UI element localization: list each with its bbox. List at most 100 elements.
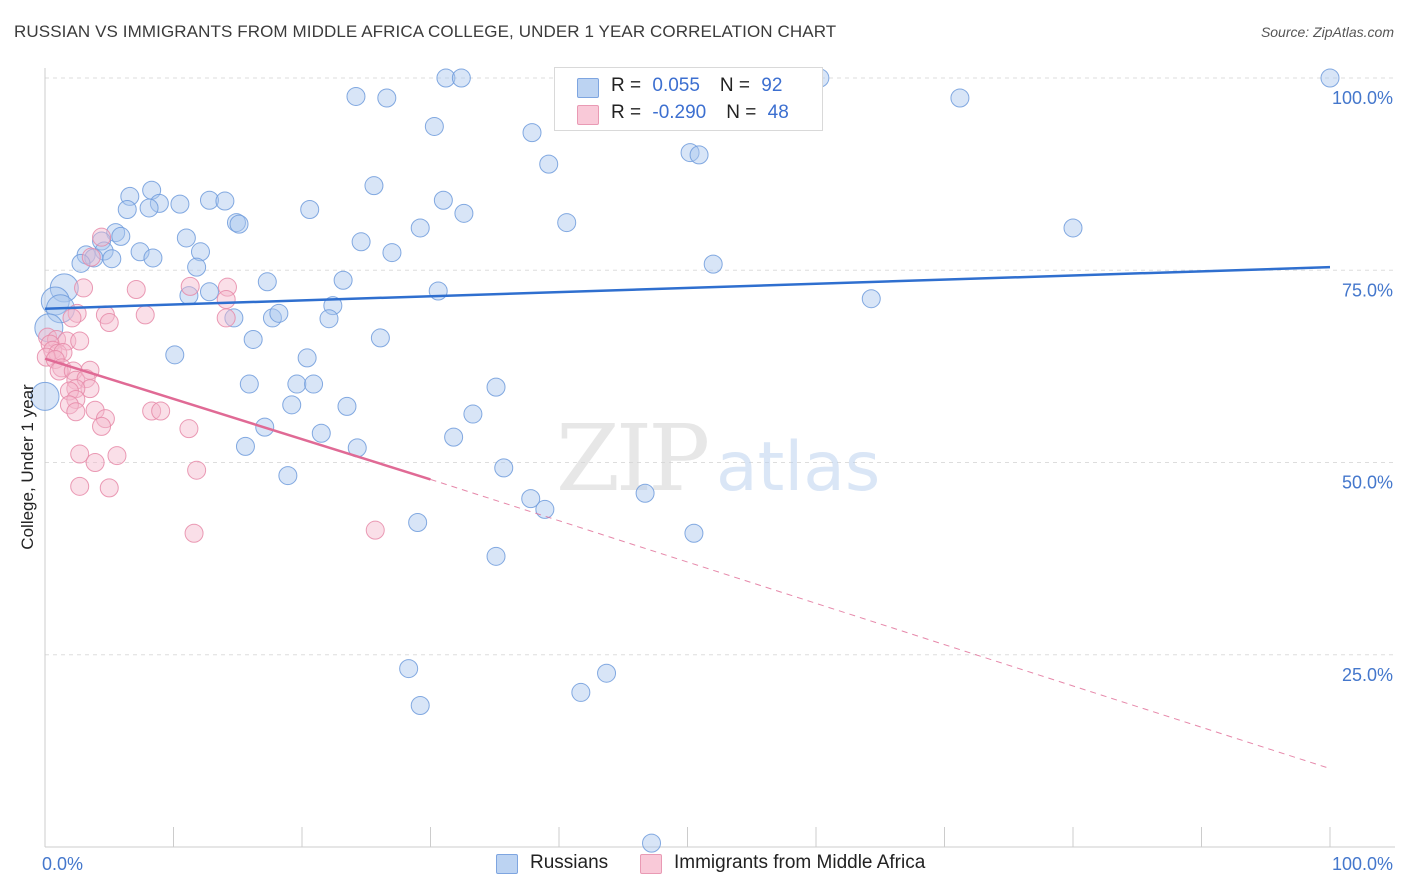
bottom-legend-label: Russians [530, 852, 609, 873]
bottom-legend-label: Immigrants from Middle Africa [674, 852, 926, 873]
data-point-russians [165, 345, 185, 365]
x-tick-label: 100.0% [1332, 854, 1393, 874]
data-point-middle-africa [70, 331, 90, 351]
data-point-russians [282, 395, 302, 415]
data-point-russians [351, 232, 371, 252]
trend-lines [44, 265, 1331, 770]
legend-swatch-pink [577, 105, 599, 125]
watermark-zip: ZIP [556, 405, 707, 512]
axes [44, 68, 1395, 848]
data-point-russians [297, 348, 317, 368]
data-point-russians [199, 190, 219, 210]
data-point-russians [377, 88, 397, 108]
data-point-russians [399, 659, 419, 679]
data-point-russians [190, 242, 210, 262]
data-point-middle-africa [92, 227, 112, 247]
data-point-middle-africa [74, 278, 94, 298]
data-point-russians [861, 289, 881, 309]
data-point-middle-africa [66, 370, 86, 390]
data-point-middle-africa [216, 289, 236, 309]
bottom-legend-swatch-blue [496, 854, 518, 874]
legend-n-label: N = [719, 75, 756, 96]
data-point-russians [319, 309, 339, 329]
data-point-middle-africa [70, 444, 90, 464]
data-point-russians [224, 308, 244, 328]
data-point-russians [71, 253, 91, 273]
data-point-russians [486, 377, 506, 397]
data-point-russians [521, 489, 541, 509]
data-point-russians [106, 223, 126, 243]
data-point-russians [130, 242, 150, 262]
data-point-russians [424, 116, 444, 136]
data-point-middle-africa [365, 520, 385, 540]
legend-r-label: R = [611, 102, 647, 123]
data-point-middle-africa [81, 247, 101, 267]
data-point-russians [1063, 218, 1083, 238]
series-middle-africa-points [36, 227, 385, 543]
data-point-russians [635, 483, 655, 503]
correlation-legend: R = 0.055 N = 92 R = -0.290 N = 48 [554, 67, 823, 131]
data-point-middle-africa [184, 523, 204, 543]
data-point-russians [304, 374, 324, 394]
data-point-middle-africa [92, 416, 112, 436]
legend-r-value: -0.290 [652, 102, 707, 123]
data-point-middle-africa [179, 419, 199, 439]
data-point-russians [149, 193, 169, 213]
data-point-russians [684, 523, 704, 543]
source-label: Source: ZipAtlas.com [1260, 24, 1394, 40]
data-point-russians [494, 458, 514, 478]
data-point-russians [333, 270, 353, 290]
trend-line-middle-africa-extension [430, 478, 1331, 770]
legend-n-value: 92 [761, 75, 783, 96]
data-point-middle-africa [216, 308, 236, 328]
data-point-russians [950, 88, 970, 108]
y-axis-label: College, Under 1 year [18, 384, 37, 550]
data-point-russians [642, 833, 662, 853]
data-point-russians [143, 248, 163, 268]
y-tick-label: 100.0% [1332, 88, 1393, 108]
data-point-russians [436, 68, 456, 88]
data-point-middle-africa [151, 401, 171, 421]
data-point-russians [539, 154, 559, 174]
data-point-russians [278, 466, 298, 486]
legend-n-value: 48 [767, 102, 789, 123]
data-point-russians [243, 329, 263, 349]
data-point-middle-africa [70, 476, 90, 496]
data-point-middle-africa [99, 313, 119, 333]
data-point-russians [111, 226, 131, 246]
data-point-russians [215, 191, 235, 211]
data-point-russians [463, 404, 483, 424]
data-point-middle-africa [80, 379, 100, 399]
data-point-russians [102, 249, 122, 269]
data-point-russians [1320, 68, 1340, 88]
data-point-russians [408, 512, 428, 532]
data-point-russians [235, 436, 255, 456]
data-point-middle-africa [85, 453, 105, 472]
data-point-russians [176, 228, 196, 248]
data-point-russians [30, 381, 60, 411]
data-point-russians [94, 241, 114, 261]
chart-title: RUSSIAN VS IMMIGRANTS FROM MIDDLE AFRICA… [14, 22, 837, 41]
data-point-russians [311, 423, 331, 443]
data-point-middle-africa [180, 276, 200, 296]
data-point-middle-africa [99, 478, 119, 498]
data-point-russians [300, 199, 320, 219]
data-point-middle-africa [62, 308, 82, 328]
data-point-middle-africa [187, 460, 207, 480]
data-point-russians [337, 396, 357, 416]
data-point-russians [382, 243, 402, 263]
x-tick-label: 0.0% [42, 854, 83, 874]
data-point-russians [433, 190, 453, 210]
data-point-russians [444, 427, 464, 447]
y-tick-label: 50.0% [1342, 473, 1393, 493]
legend-swatch-blue [577, 78, 599, 98]
data-point-russians [410, 696, 430, 716]
data-point-russians [199, 282, 219, 302]
watermark: ZIP atlas [556, 405, 880, 512]
data-point-russians [257, 272, 277, 292]
data-point-russians [370, 328, 390, 348]
bottom-legend-swatch-pink [640, 854, 662, 874]
data-point-russians [364, 176, 384, 196]
watermark-atlas: atlas [716, 428, 880, 507]
